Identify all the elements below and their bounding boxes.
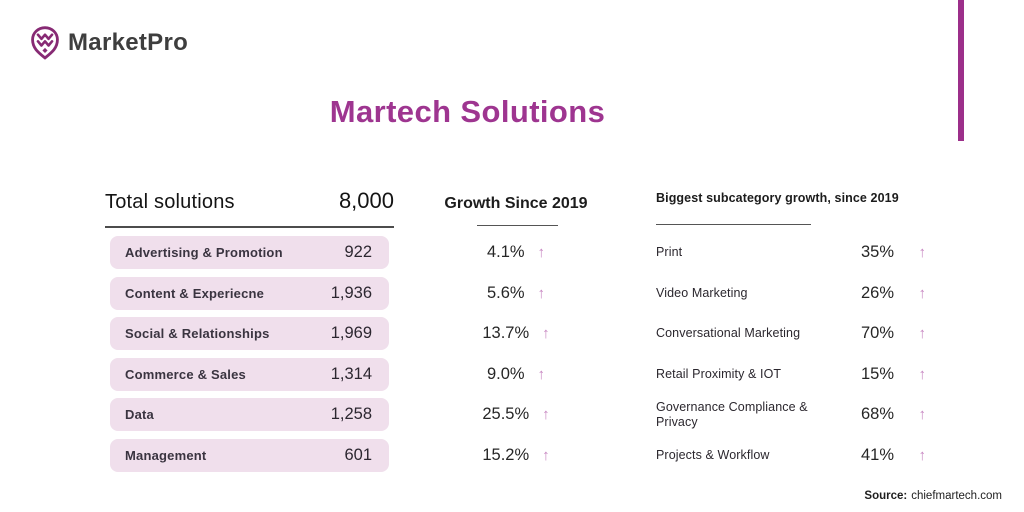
growth-value: 13.7% (482, 324, 530, 342)
category-label: Commerce & Sales (125, 366, 246, 382)
growth-row: 9.0% ↑ (436, 358, 596, 391)
up-arrow-icon: ↑ (542, 406, 550, 423)
up-arrow-icon: ↑ (918, 244, 927, 261)
growth-value: 4.1% (486, 243, 525, 261)
category-value: 1,258 (330, 405, 372, 423)
growth-column: 4.1% ↑ 5.6% ↑ 13.7% ↑ 9.0% ↑ 25.5% ↑ 15.… (436, 236, 596, 479)
table-row: Advertising & Promotion 922 (110, 236, 389, 269)
subcategory-label: Projects & Workflow (656, 447, 770, 462)
category-value: 1,314 (330, 364, 372, 383)
subcategory-value: 35% (860, 243, 894, 261)
subcategory-row: Conversational Marketing 70% ↑ (656, 317, 926, 350)
subcategory-value: 68% (860, 405, 894, 423)
up-arrow-icon: ↑ (918, 365, 927, 383)
up-arrow-icon: ↑ (542, 446, 550, 464)
table-row: Management 601 (110, 438, 389, 472)
subcategory-value: 26% (860, 283, 894, 302)
up-arrow-icon: ↑ (537, 365, 546, 383)
up-arrow-icon: ↑ (918, 406, 927, 423)
growth-header: Growth Since 2019 (444, 195, 588, 212)
source-label: Source: (864, 490, 908, 502)
table-row: Social & Relationships 1,969 (110, 317, 389, 350)
table-row: Commerce & Sales 1,314 (110, 357, 389, 391)
total-solutions-table: Advertising & Promotion 922 Content & Ex… (110, 236, 389, 479)
growth-underline (477, 225, 558, 226)
category-label: Data (125, 407, 154, 422)
total-solutions-value: 8,000 (338, 188, 394, 213)
subcategory-value: 70% (860, 324, 894, 342)
category-label: Management (125, 447, 207, 463)
growth-value: 15.2% (482, 445, 530, 464)
growth-row: 5.6% ↑ (436, 277, 596, 310)
subcategory-underline (656, 224, 811, 225)
up-arrow-icon: ↑ (537, 244, 546, 261)
growth-value: 5.6% (486, 283, 525, 302)
growth-row: 15.2% ↑ (436, 439, 596, 472)
subcategory-row: Projects & Workflow 41% ↑ (656, 439, 926, 472)
subcategory-label: Governance Compliance & Privacy (656, 400, 808, 429)
subcategory-row: Print 35% ↑ (656, 236, 926, 269)
total-solutions-underline (105, 226, 394, 228)
subcategory-label: Print (656, 245, 683, 260)
total-solutions-label: Total solutions (105, 191, 235, 213)
growth-value: 25.5% (482, 405, 530, 423)
total-solutions-header: Total solutions 8,000 (105, 188, 394, 214)
up-arrow-icon: ↑ (918, 446, 927, 464)
subcategory-header: Biggest subcategory growth, since 2019 (656, 191, 899, 205)
growth-value: 9.0% (486, 364, 525, 383)
accent-bar (958, 0, 964, 141)
growth-row: 25.5% ↑ (436, 398, 596, 431)
category-label: Advertising & Promotion (125, 245, 283, 260)
source-credit: Source: chiefmartech.com (864, 490, 1002, 502)
category-value: 922 (344, 243, 372, 261)
marketpro-monogram-icon (30, 26, 60, 60)
category-value: 1,969 (330, 324, 372, 342)
category-value: 1,936 (330, 283, 372, 302)
subcategory-row: Retail Proximity & IOT 15% ↑ (656, 358, 926, 391)
table-row: Content & Experiecne 1,936 (110, 276, 389, 310)
up-arrow-icon: ↑ (918, 284, 927, 302)
up-arrow-icon: ↑ (918, 325, 927, 342)
subcategory-column: Print 35% ↑ Video Marketing 26% ↑ Conver… (656, 236, 926, 479)
up-arrow-icon: ↑ (537, 284, 546, 302)
up-arrow-icon: ↑ (542, 325, 550, 342)
growth-row: 13.7% ↑ (436, 317, 596, 350)
subcategory-label: Conversational Marketing (656, 326, 801, 341)
brand-name: MarketPro (68, 29, 189, 56)
category-label: Content & Experiecne (125, 285, 265, 301)
subcategory-label: Video Marketing (656, 285, 748, 300)
subcategory-row: Governance Compliance & Privacy 68% ↑ (656, 398, 926, 431)
table-row: Data 1,258 (110, 398, 389, 431)
brand-logo: MarketPro (30, 26, 188, 60)
growth-row: 4.1% ↑ (436, 236, 596, 269)
page-title: Martech Solutions (329, 94, 606, 129)
category-value: 601 (344, 445, 372, 464)
subcategory-value: 15% (860, 364, 894, 383)
subcategory-label: Retail Proximity & IOT (656, 366, 782, 381)
subcategory-row: Video Marketing 26% ↑ (656, 277, 926, 310)
category-label: Social & Relationships (125, 326, 270, 341)
source-value: chiefmartech.com (911, 490, 1002, 502)
subcategory-value: 41% (860, 445, 894, 464)
